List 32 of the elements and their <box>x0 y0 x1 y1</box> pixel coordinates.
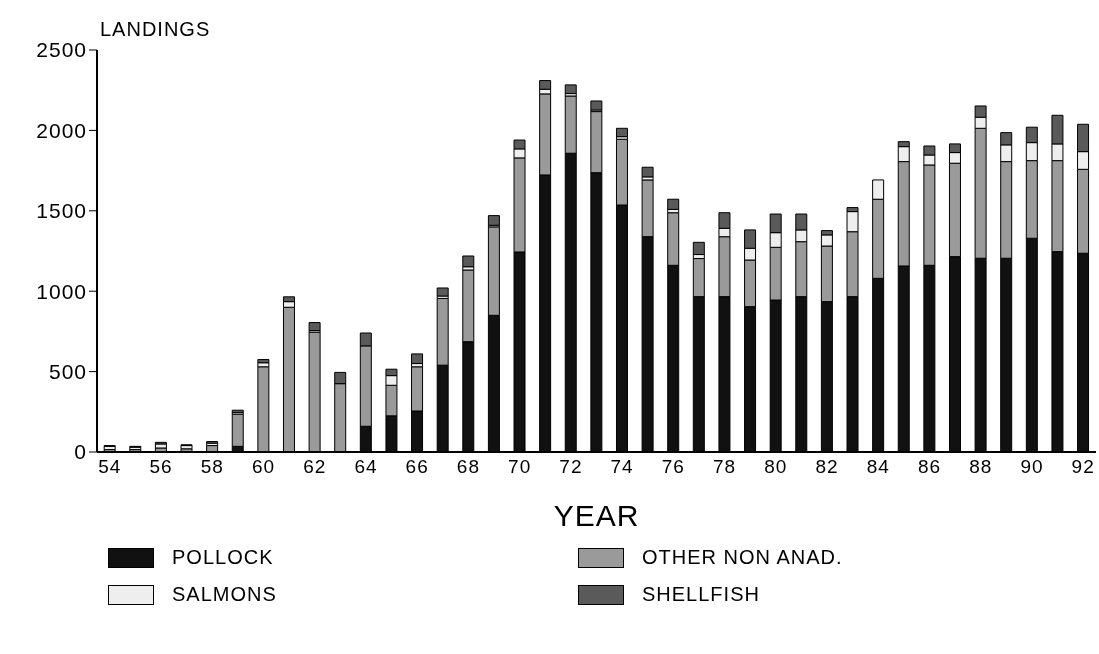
x-tick-label: 54 <box>98 456 122 478</box>
x-tick-label: 82 <box>815 456 839 478</box>
x-tick-label: 84 <box>866 456 890 478</box>
x-tick-label: 58 <box>200 456 224 478</box>
x-tick-label: 76 <box>661 456 685 478</box>
x-tick-label: 80 <box>764 456 788 478</box>
legend-label: POLLOCK <box>172 546 274 569</box>
y-tick-label: 0 <box>74 440 87 464</box>
y-tick-label: 1000 <box>36 279 87 303</box>
x-tick-label: 66 <box>405 456 429 478</box>
y-tick-label: 1500 <box>36 199 87 223</box>
y-tick-label: 500 <box>48 360 87 384</box>
x-tick-label: 60 <box>251 456 276 478</box>
x-tick-label: 56 <box>149 456 173 478</box>
x-tick-label: 88 <box>969 456 993 478</box>
x-tick-label: 68 <box>456 456 480 478</box>
y-axis-title: LANDINGS <box>100 18 211 41</box>
x-tick-label: 72 <box>559 456 583 478</box>
x-tick-label: 86 <box>917 456 942 478</box>
x-tick-label: 70 <box>508 456 532 478</box>
x-tick-label: 92 <box>1071 456 1095 478</box>
x-tick-label: 78 <box>713 456 737 478</box>
legend-label: SHELLFISH <box>642 583 760 606</box>
x-tick-label: 64 <box>354 456 378 478</box>
legend-label: OTHER NON ANAD. <box>642 546 843 569</box>
legend-label: SALMONS <box>172 583 277 606</box>
y-tick-label: 2500 <box>36 38 87 62</box>
y-tick-label: 2000 <box>36 118 87 142</box>
x-tick-label: 74 <box>610 456 634 478</box>
x-tick-label: 90 <box>1020 456 1044 478</box>
x-tick-label: 62 <box>303 456 327 478</box>
x-axis-title: YEAR <box>553 499 640 532</box>
